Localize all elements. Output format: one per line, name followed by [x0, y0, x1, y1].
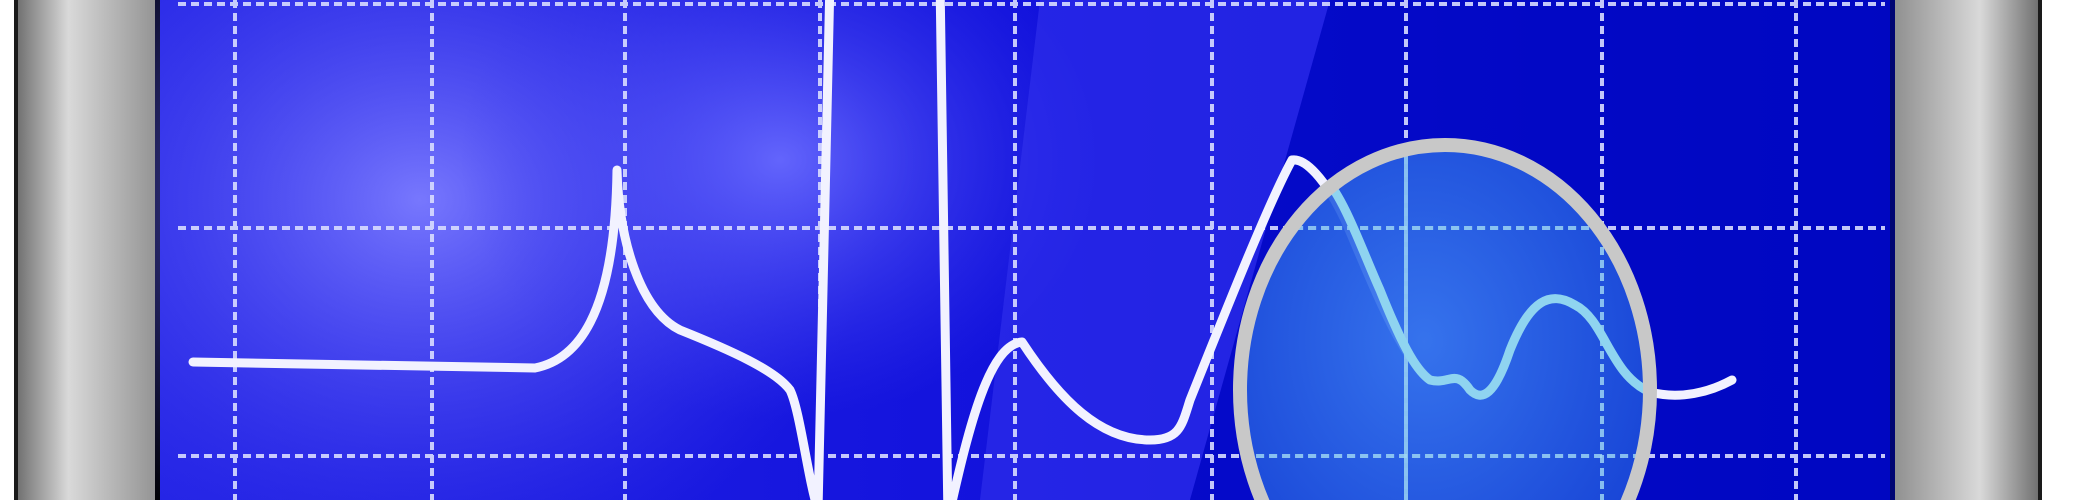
- magnifier-lens: [1233, 138, 1657, 500]
- oscilloscope-screen: [155, 0, 1895, 500]
- lens-rim: [1233, 138, 1657, 500]
- bezel-right: [1890, 0, 2040, 500]
- bezel-left: [16, 0, 166, 500]
